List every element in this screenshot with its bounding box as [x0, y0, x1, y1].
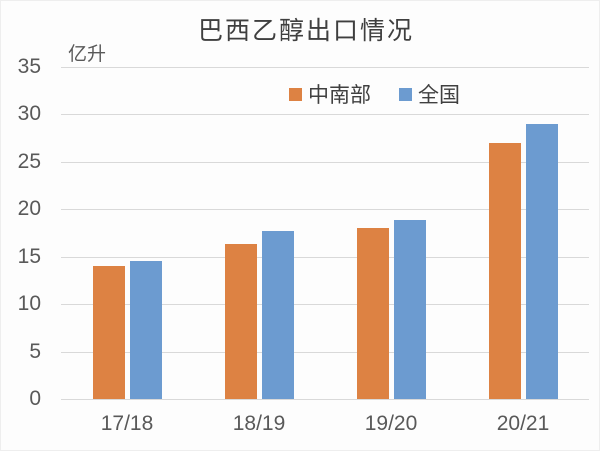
bar-中南部-17/18: [92, 266, 125, 399]
x-axis-tick-label-20/21: 20/21: [496, 412, 550, 435]
gridline-y-15: [61, 256, 589, 258]
legend-swatch-icon: [399, 87, 412, 101]
y-axis-tick-label-10: 10: [17, 292, 41, 315]
y-axis-tick-label-0: 0: [29, 387, 41, 410]
bar-中南部-20/21: [488, 142, 521, 399]
legend: 中南部 全国: [289, 79, 460, 109]
x-axis-tick-label-18/19: 18/19: [232, 412, 286, 435]
y-axis-tick-label-5: 5: [29, 339, 41, 363]
bar-全国-17/18: [129, 261, 162, 399]
legend-label: 中南部: [308, 83, 371, 107]
bar-中南部-19/20: [356, 228, 389, 399]
y-axis-unit-label: 亿升: [68, 43, 107, 65]
gridline-y-10: [61, 304, 589, 305]
legend-label: 全国: [418, 83, 460, 107]
bar-全国-20/21: [525, 123, 558, 399]
legend-item-全国: 全国: [399, 79, 460, 109]
y-axis-tick-label-25: 25: [17, 149, 41, 173]
gridline-y-20: [61, 209, 589, 210]
bar-全国-18/19: [261, 230, 294, 399]
gridline-y-35: [61, 66, 589, 68]
y-axis-tick-label-30: 30: [17, 102, 41, 125]
legend-swatch-icon: [289, 87, 302, 101]
gridline-y-30: [61, 114, 589, 115]
y-axis-tick-label-35: 35: [17, 54, 41, 78]
chart-title: 巴西乙醇出口情况: [197, 16, 414, 45]
y-axis-tick-label-20: 20: [17, 197, 41, 220]
x-axis-tick-label-19/20: 19/20: [364, 412, 418, 435]
gridline-y-25: [61, 161, 589, 163]
bar-全国-19/20: [393, 220, 426, 399]
gridline-y-0: [61, 399, 589, 400]
bar-中南部-18/19: [224, 244, 257, 399]
x-axis-tick-label-17/18: 17/18: [100, 412, 154, 435]
y-axis-tick-label-15: 15: [17, 244, 41, 268]
legend-item-中南部: 中南部: [289, 79, 371, 109]
gridline-y-5: [61, 351, 589, 353]
